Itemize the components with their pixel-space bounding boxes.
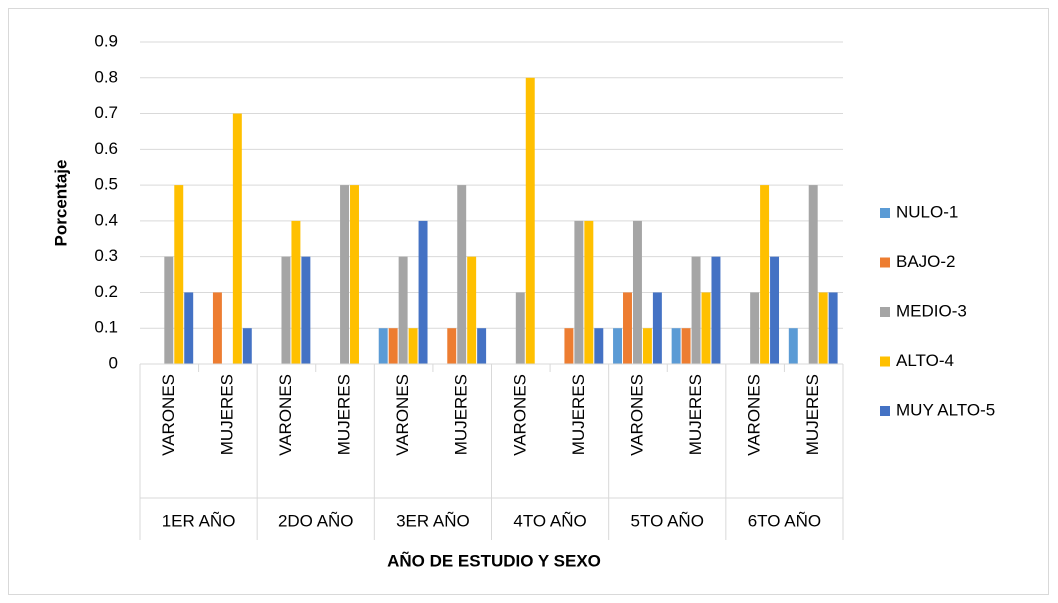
bar: [457, 185, 467, 364]
bar: [671, 328, 681, 364]
group-label: 3ER AÑO: [396, 511, 470, 530]
bar: [467, 256, 477, 364]
group-label: 6TO AÑO: [748, 511, 821, 530]
y-tick-label: 0.5: [94, 175, 118, 194]
bar: [584, 220, 594, 364]
y-tick-label: 0.4: [94, 210, 118, 229]
bar: [691, 256, 701, 364]
bar: [701, 292, 711, 364]
bar: [408, 328, 418, 364]
group-label: 2DO AÑO: [278, 511, 354, 530]
x-tick-label: VARONES: [276, 374, 295, 456]
x-tick-label: MUJERES: [803, 374, 822, 455]
group-label: 5TO AÑO: [631, 511, 704, 530]
bar: [350, 185, 359, 364]
bar: [477, 328, 487, 364]
x-tick-label: VARONES: [159, 374, 178, 456]
x-axis-title: AÑO DE ESTUDIO Y SEXO: [387, 550, 601, 570]
bar: [750, 292, 760, 364]
bar: [594, 328, 604, 364]
y-tick-label: 0.3: [94, 246, 118, 265]
bar: [301, 256, 311, 364]
bar: [525, 77, 535, 365]
bar: [212, 292, 222, 364]
bar: [623, 292, 632, 364]
x-tick-label: MUJERES: [686, 374, 705, 455]
legend-swatch: [880, 356, 890, 367]
legend-swatch: [880, 406, 890, 416]
bar: [281, 256, 291, 364]
bar: [574, 220, 584, 364]
bar: [174, 185, 184, 364]
bar: [828, 292, 838, 364]
legend-swatch: [880, 208, 890, 218]
x-tick-label: VARONES: [393, 374, 412, 456]
x-tick-label: MUJERES: [335, 374, 354, 455]
legend-label: MUY ALTO-5: [896, 400, 995, 419]
y-tick-label: 0.7: [94, 103, 118, 122]
y-tick-label: 0.1: [94, 318, 118, 337]
x-tick-label: VARONES: [745, 374, 764, 456]
bar: [447, 328, 457, 364]
bar: [788, 328, 798, 364]
group-label: 4TO AÑO: [513, 511, 586, 530]
legend-label: ALTO-4: [896, 351, 954, 370]
y-tick-label: 0.2: [94, 282, 118, 301]
bar: [418, 220, 428, 364]
legend-label: NULO-1: [896, 202, 958, 221]
bar: [564, 328, 574, 364]
x-tick-label: MUJERES: [569, 374, 588, 455]
bar: [632, 220, 642, 364]
bar: [232, 113, 242, 364]
legend-label: MEDIO-3: [896, 301, 967, 320]
bar: [242, 328, 252, 364]
bar: [184, 292, 194, 364]
bar: [681, 328, 691, 364]
y-tick-label: 0: [109, 353, 118, 372]
x-tick-label: MUJERES: [217, 374, 236, 455]
group-label: 1ER AÑO: [162, 511, 236, 530]
bar: [340, 185, 350, 364]
bar: [652, 292, 662, 364]
bar: [515, 292, 525, 364]
x-tick-label: VARONES: [627, 374, 646, 456]
y-tick-label: 0.9: [94, 31, 118, 50]
bar: [808, 185, 818, 364]
bar: [818, 292, 828, 364]
bar: [770, 256, 780, 364]
bar: [398, 256, 408, 364]
bar: [164, 256, 174, 364]
bar: [760, 185, 770, 364]
bar: [388, 328, 398, 364]
legend-swatch: [880, 257, 890, 268]
bar: [711, 256, 721, 364]
x-tick-label: MUJERES: [452, 374, 471, 455]
bar: [642, 328, 652, 364]
y-axis-title: Porcentaje: [51, 160, 70, 247]
bar: [613, 328, 623, 364]
legend-label: BAJO-2: [896, 252, 956, 271]
y-tick-label: 0.8: [94, 67, 118, 86]
x-tick-label: VARONES: [510, 374, 529, 456]
bar: [378, 328, 388, 364]
bar: [291, 220, 301, 364]
y-tick-label: 0.6: [94, 139, 118, 158]
legend-swatch: [880, 307, 890, 317]
